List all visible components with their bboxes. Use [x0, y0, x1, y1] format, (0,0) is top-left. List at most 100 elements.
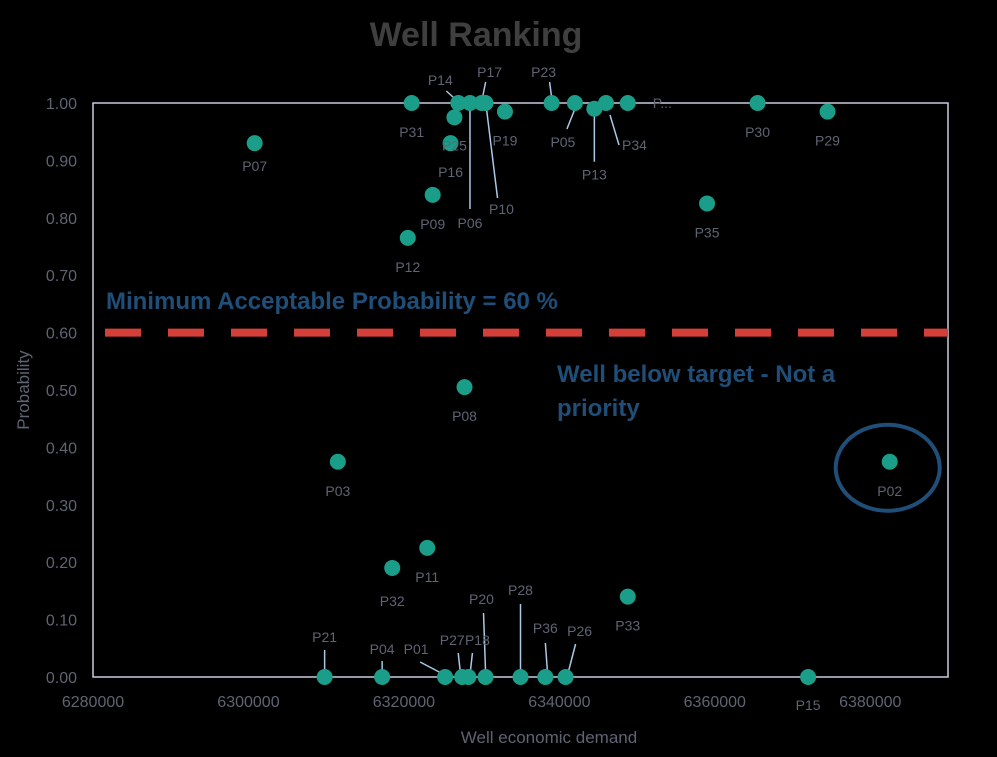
- data-point: [619, 588, 636, 605]
- leader-line: [544, 642, 549, 672]
- point-label: P31: [399, 124, 424, 140]
- data-point: [619, 95, 636, 111]
- y-axis-label: Probability: [14, 350, 33, 430]
- annotation-text-line2: priority: [557, 395, 640, 422]
- point-label: P35: [695, 224, 720, 240]
- point-labels: P07 P31 P14 P17 P06 P10 P25 P16 P19 P23 P05 P13 P34 P…: [242, 64, 902, 713]
- point-label: P32: [380, 593, 405, 609]
- data-point: [374, 669, 391, 685]
- y-tick-label: 0.30: [46, 498, 77, 515]
- point-label: P03: [325, 483, 350, 499]
- leader-line: [609, 114, 620, 146]
- x-tick-label: 6300000: [217, 694, 279, 711]
- point-label: P17: [477, 64, 502, 80]
- highlight-circle: [833, 422, 942, 513]
- leader-line: [481, 81, 487, 98]
- data-point: [881, 453, 898, 470]
- point-label: P26: [567, 623, 592, 639]
- data-point: [477, 669, 494, 685]
- x-axis: 6280000 6300000 6320000 6340000 6360000 63800…: [62, 694, 902, 711]
- x-axis-label: Well economic demand: [461, 728, 637, 747]
- leader-line: [469, 652, 474, 672]
- data-point: [800, 669, 817, 685]
- data-points: [246, 95, 898, 685]
- point-label: P02: [877, 483, 902, 499]
- point-label: P13: [582, 167, 607, 183]
- point-label: P08: [452, 408, 477, 424]
- point-label: P05: [550, 134, 575, 150]
- x-tick-label: 6360000: [684, 694, 746, 711]
- data-point: [543, 95, 560, 111]
- leader-line: [566, 108, 576, 130]
- y-tick-label: 0.20: [46, 555, 77, 572]
- y-tick-label: 0.40: [46, 440, 77, 457]
- y-tick-label: 0.90: [46, 153, 77, 170]
- y-axis: 0.00 0.10 0.20 0.30 0.40 0.50 0.60 0.70 0.80 0.90…: [46, 96, 77, 687]
- leader-line: [482, 612, 487, 672]
- leader-line: [419, 661, 442, 674]
- x-tick-label: 6320000: [373, 694, 435, 711]
- data-point: [456, 379, 473, 396]
- data-point: [819, 103, 836, 120]
- leader-line: [548, 81, 553, 98]
- point-label: P15: [796, 697, 821, 713]
- data-point: [384, 559, 401, 576]
- leader-lines: [323, 81, 620, 674]
- point-label: P30: [745, 124, 770, 140]
- point-label: P18: [465, 632, 490, 648]
- data-point: [496, 103, 513, 120]
- point-label: P20: [469, 591, 494, 607]
- point-label: P06: [458, 215, 483, 231]
- y-tick-label: 0.10: [46, 613, 77, 630]
- point-label: P33: [615, 618, 640, 634]
- x-tick-label: 6340000: [528, 694, 590, 711]
- point-label: P09: [420, 216, 445, 232]
- point-label: P28: [508, 582, 533, 598]
- point-label: P14: [428, 72, 453, 88]
- point-label: P21: [312, 629, 337, 645]
- point-label: P23: [531, 64, 556, 80]
- data-point: [461, 95, 478, 111]
- point-label: P...: [653, 95, 672, 111]
- y-tick-label: 0.60: [46, 326, 77, 343]
- data-point: [450, 95, 467, 111]
- data-point: [419, 539, 436, 556]
- y-tick-label: 1.00: [46, 96, 77, 113]
- data-point: [246, 135, 263, 152]
- data-point: [460, 669, 477, 685]
- data-point: [598, 95, 614, 111]
- chart-title: Well Ranking: [370, 16, 583, 54]
- point-label: P16: [438, 164, 463, 180]
- y-tick-label: 0.80: [46, 211, 77, 228]
- y-tick-label: 0.50: [46, 383, 77, 400]
- point-label: P04: [370, 641, 395, 657]
- point-label: P29: [815, 133, 840, 149]
- data-point: [437, 669, 454, 685]
- data-point: [537, 669, 554, 685]
- data-point: [329, 453, 346, 470]
- data-point: [399, 229, 416, 246]
- data-point: [477, 95, 494, 111]
- data-point: [512, 669, 529, 685]
- point-label: P01: [404, 641, 429, 657]
- data-point: [566, 95, 583, 111]
- point-label: P34: [622, 137, 647, 153]
- leader-line: [567, 643, 577, 672]
- data-point: [442, 135, 459, 152]
- leader-line: [485, 108, 499, 199]
- data-point: [699, 195, 716, 212]
- point-label: P25: [442, 137, 467, 153]
- y-tick-label: 0.70: [46, 268, 77, 285]
- point-label: P10: [489, 201, 514, 217]
- point-label: P36: [533, 620, 558, 636]
- threshold-label: Minimum Acceptable Probability = 60 %: [106, 288, 558, 315]
- data-point: [403, 95, 420, 111]
- point-label: P27: [440, 632, 465, 648]
- leader-line: [457, 652, 461, 672]
- data-point: [749, 95, 766, 111]
- point-label: P12: [395, 259, 420, 275]
- annotation-text-line1: Well below target - Not a: [557, 361, 836, 388]
- data-point: [557, 669, 574, 685]
- data-point: [316, 669, 333, 685]
